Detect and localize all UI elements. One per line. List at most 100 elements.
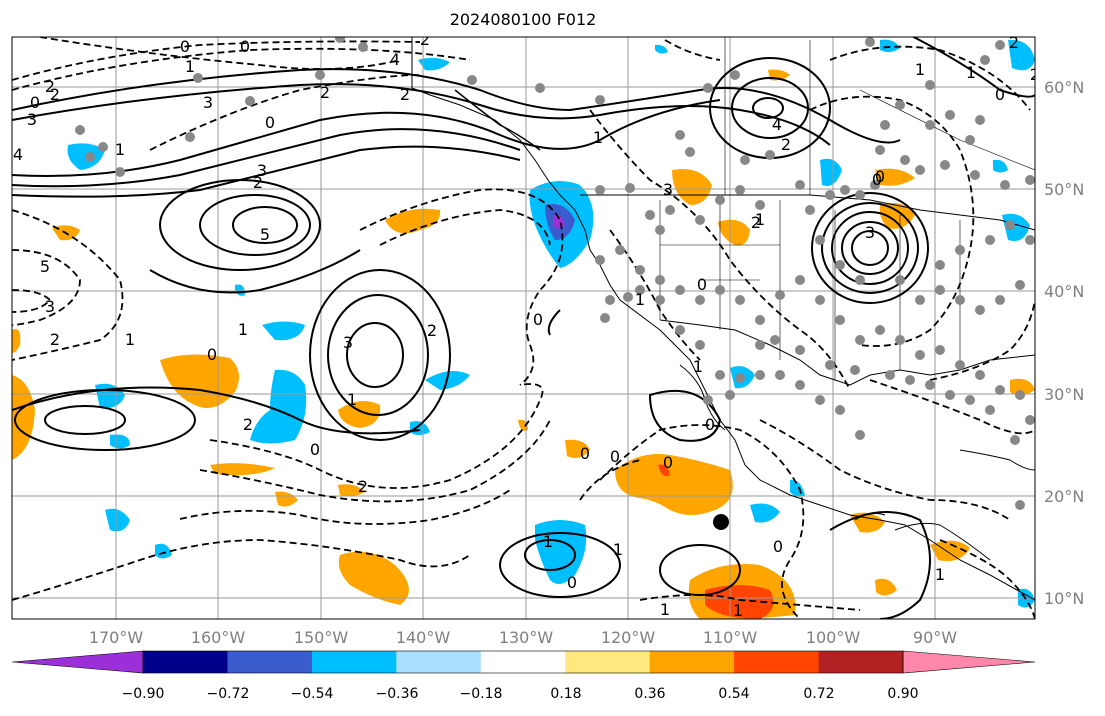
- shade-negative: [535, 520, 587, 584]
- station-dot: [865, 37, 875, 47]
- shade-negative: [993, 159, 1008, 173]
- station-dot: [795, 180, 805, 190]
- station-dot: [945, 390, 955, 400]
- contour-label: 0: [663, 453, 673, 472]
- station-dot: [985, 235, 995, 245]
- station-dot: [245, 96, 255, 106]
- contour-solid: [841, 221, 899, 275]
- station-dot: [1025, 415, 1035, 425]
- station-dot: [725, 390, 735, 400]
- station-dot: [775, 370, 785, 380]
- station-dot: [955, 245, 965, 255]
- province-borders: [724, 37, 1035, 195]
- lon-label: 150°W: [294, 628, 349, 647]
- contour-dashed: [12, 289, 52, 313]
- station-dot: [645, 210, 655, 220]
- positive-shading: [12, 69, 1035, 619]
- station-dot: [915, 350, 925, 360]
- contour-label: 1: [238, 320, 248, 339]
- contour-label: 0: [310, 440, 320, 459]
- station-dot: [915, 295, 925, 305]
- lat-label: 60°N: [1044, 78, 1084, 97]
- contour-solid: [346, 322, 404, 388]
- station-dot: [895, 335, 905, 345]
- station-dot: [965, 395, 975, 405]
- station-dot: [995, 295, 1005, 305]
- station-dot: [795, 275, 805, 285]
- station-dot: [945, 110, 955, 120]
- shade-negative: [880, 39, 900, 53]
- contour-label: 3: [203, 93, 213, 112]
- station-dot: [955, 360, 965, 370]
- contour-label: 0: [610, 447, 620, 466]
- station-dot: [735, 373, 745, 383]
- station-dot: [855, 275, 865, 285]
- colorbar-segment: [311, 651, 397, 673]
- station-dot: [875, 145, 885, 155]
- station-dot: [623, 292, 633, 302]
- contour-solid: [12, 128, 521, 188]
- station-dot: [185, 132, 195, 142]
- station-dot: [703, 83, 713, 93]
- map-frame: [11, 36, 1036, 620]
- station-dot: [775, 290, 785, 300]
- contour-label: 4: [13, 145, 23, 164]
- contour-label: 2: [420, 30, 430, 49]
- contour-label: 3: [663, 180, 673, 199]
- station-dot: [925, 80, 935, 90]
- contour-solid: [829, 511, 931, 619]
- shade-positive: [160, 354, 239, 409]
- contour-label: 0: [705, 415, 715, 434]
- station-dot: [935, 285, 945, 295]
- contour-label: 5: [40, 257, 50, 276]
- shade-positive: [338, 484, 365, 496]
- station-dot: [467, 75, 477, 85]
- lat-label: 10°N: [1044, 589, 1084, 608]
- shade-strong-positive: [658, 464, 670, 477]
- station-dot: [600, 313, 610, 323]
- contour-label: 2: [781, 135, 791, 154]
- colorbar-segment: [227, 651, 313, 673]
- shade-negative: [250, 369, 307, 444]
- contour-label: 3: [865, 223, 875, 242]
- station-dot: [755, 340, 765, 350]
- station-dot: [595, 185, 605, 195]
- contour-label: 0: [207, 345, 217, 364]
- contour-dashed: [39, 37, 401, 70]
- contour-solid: [12, 99, 721, 177]
- map-title: 2024080100 F012: [450, 10, 597, 29]
- station-dot: [595, 255, 605, 265]
- lat-label: 20°N: [1044, 487, 1084, 506]
- contour-dashed: [829, 45, 1031, 111]
- station-dot: [635, 265, 645, 275]
- station-dot: [900, 155, 910, 165]
- longitude-labels: 170°W 160°W 150°W 140°W 130°W 120°W 110°…: [89, 628, 957, 647]
- latitude-labels: 60°N 50°N 40°N 30°N 20°N 10°N: [1044, 78, 1084, 608]
- contour-label: 2: [427, 321, 437, 340]
- station-dot: [835, 405, 845, 415]
- shade-positive: [275, 491, 298, 507]
- contour-solid: [12, 83, 831, 146]
- shade-negative: [262, 321, 305, 341]
- contour-solid: [731, 77, 809, 139]
- shade-negative: [155, 543, 172, 559]
- colorbar-segment: [480, 651, 566, 673]
- contour-label: 2: [751, 213, 761, 232]
- station-markers: [75, 37, 1035, 510]
- station-dot: [695, 215, 705, 225]
- station-dot: [98, 142, 108, 152]
- contour-label: 2: [253, 173, 263, 192]
- station-dot: [675, 130, 685, 140]
- contour-label: 1: [125, 330, 135, 349]
- shade-positive: [12, 375, 35, 460]
- station-dot: [735, 295, 745, 305]
- contour-dashed: [929, 299, 1035, 381]
- shade-positive: [875, 578, 897, 596]
- contour-solid: [12, 145, 521, 198]
- station-dot: [715, 285, 725, 295]
- contour-solid: [44, 405, 126, 435]
- station-dot: [875, 325, 885, 335]
